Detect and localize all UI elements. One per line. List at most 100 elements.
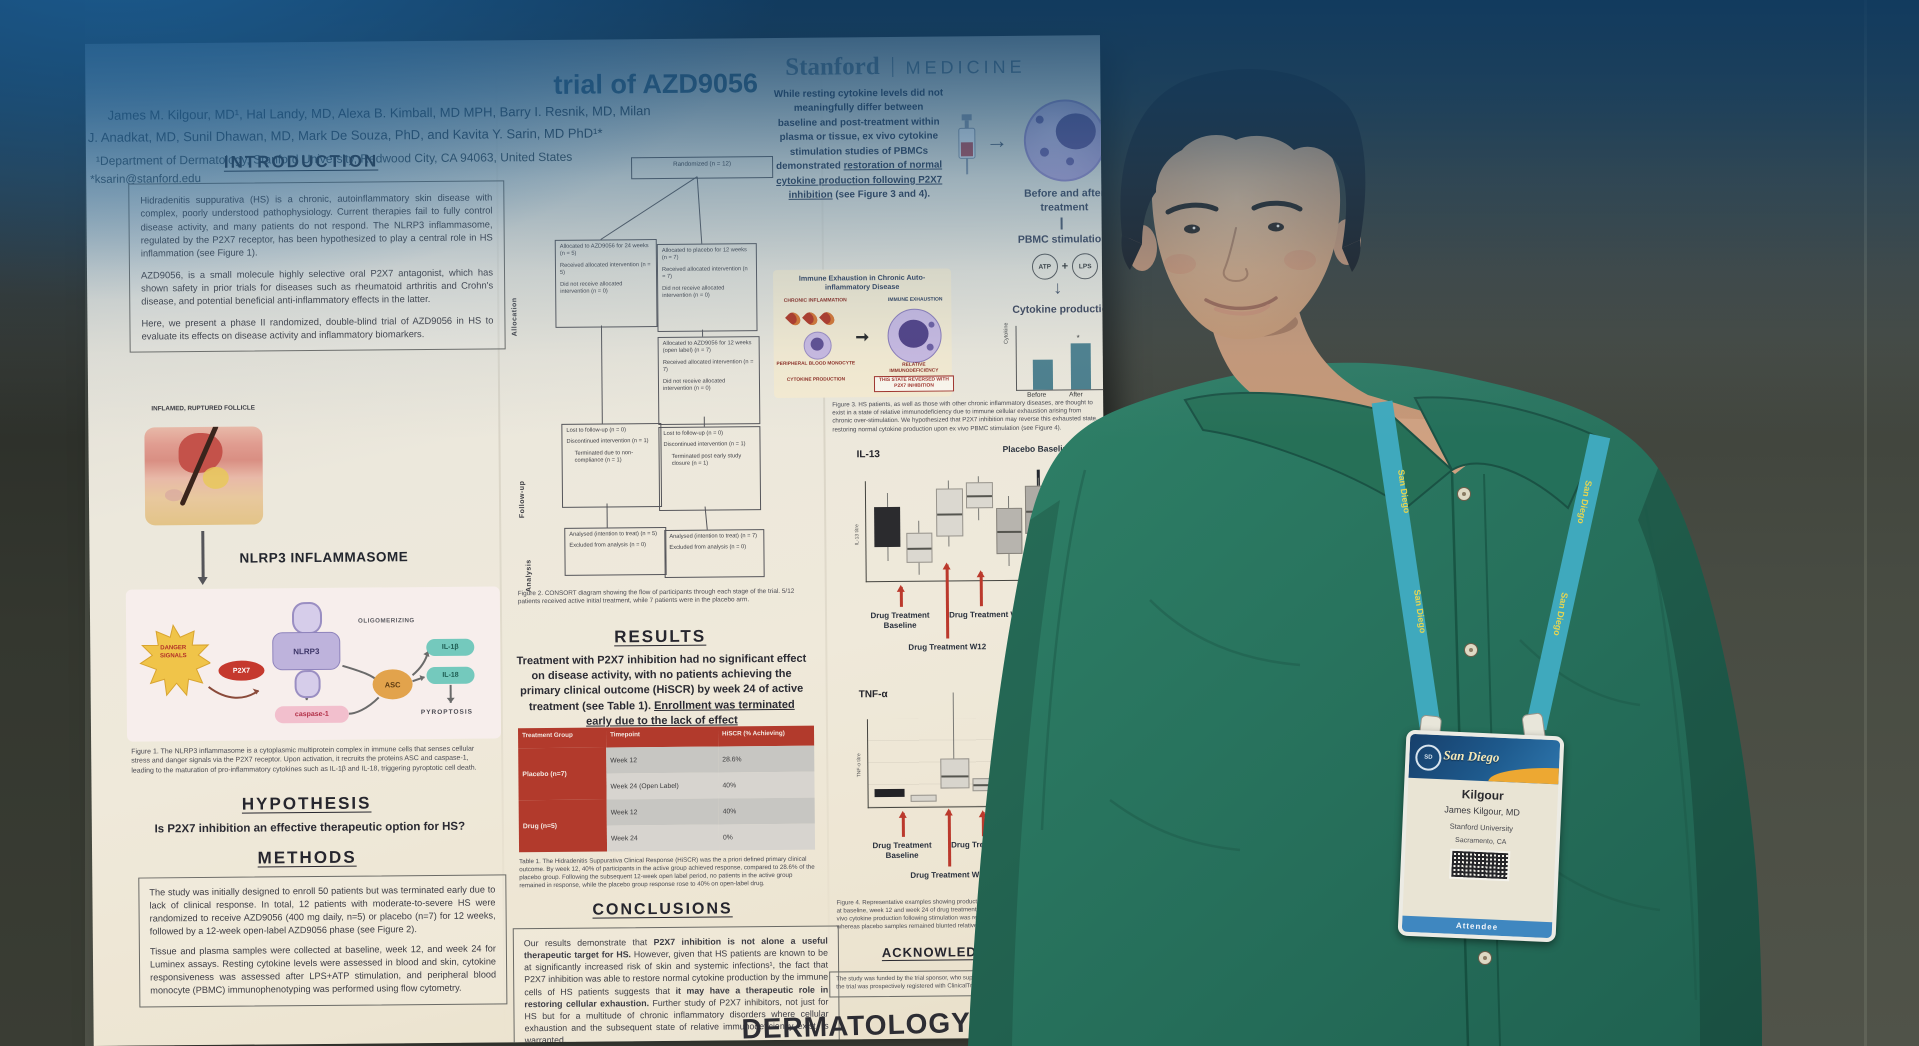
conference-badge: SD San Diego Kilgour James Kilgour, MD S… (1397, 729, 1565, 943)
tnf-title: TNF-α (858, 689, 888, 701)
il13-ylabel: IL-13 titre (854, 524, 861, 546)
table-group-placebo: Placebo (n=7) (518, 747, 607, 801)
consort-allocation-label: Allocation (511, 297, 519, 337)
eye (1268, 222, 1284, 232)
figure1-caption: Figure 1. The NLRP3 inflammasome is a cy… (131, 745, 477, 775)
consort-followup-placebo: Lost to follow-up (n = 0) Discontinued i… (658, 426, 762, 512)
receptor-coil-bottom (294, 669, 321, 699)
qr-code (1449, 848, 1511, 882)
consort-randomized: Randomized (n = 12) (631, 156, 774, 180)
methods-heading: METHODS (257, 847, 357, 868)
logo-divider (892, 56, 894, 77)
monocyte-nucleus (810, 337, 824, 351)
il1b-node: IL-1β (426, 638, 475, 657)
badge-city: San Diego (1443, 747, 1500, 765)
consort-line: Lost to follow-up (n = 0) (566, 427, 627, 434)
methods-text: The study was initially designed to enro… (138, 874, 508, 1008)
intro-p3: Here, we present a phase II randomized, … (141, 314, 494, 342)
figure2-caption: Figure 2. CONSORT diagram showing the fl… (517, 587, 795, 606)
consort-line: Excluded from analysis (n = 0) (569, 542, 647, 550)
hypothesis-question: Is P2X7 inhibition an effective therapeu… (154, 820, 466, 836)
results-table: Treatment Group Timepoint HiSCR (% Achie… (517, 725, 816, 853)
consort-alloc-drug: Allocated to AZD9056 for 24 weeks (n = 5… (554, 239, 658, 328)
hypothesis-heading: HYPOTHESIS (241, 793, 372, 814)
consort-followup-drug: Lost to follow-up (n = 0) Discontinued i… (561, 422, 663, 508)
table1-caption: Table 1. The Hidradenitis Suppurativa Cl… (519, 855, 815, 890)
consort-followup-label: Follow-up (518, 480, 527, 519)
consort-line: Analysed (intention to treat) (n = 5) (569, 531, 658, 538)
follicle-label: INFLAMED, RUPTURED FOLLICLE (151, 404, 255, 413)
consort-line: Discontinued intervention (n = 1) (663, 441, 746, 449)
il13-title: IL-13 (856, 449, 881, 461)
consort-line: Did not receive allocated intervention (… (662, 285, 725, 300)
nlrp3-node: NLRP3 (272, 631, 341, 671)
drug-baseline-label: Drug Treatment Baseline (870, 610, 930, 630)
consort-line: Excluded from analysis (n = 0) (669, 544, 747, 552)
flames-icon (785, 309, 837, 330)
immune-exhaustion-diagram: Immune Exhaustion in Chronic Auto-inflam… (772, 268, 955, 398)
table-cell: 0% (718, 823, 816, 851)
chronic-inflammation-label: CHRONIC INFLAMMATION (783, 297, 847, 304)
methods-p2: Tissue and plasma samples were collected… (149, 943, 497, 996)
exhausted-cell-icon (887, 308, 942, 364)
arrow-icon: ➞ (855, 329, 870, 347)
drug-baseline-label: Drug Treatment Baseline (872, 840, 932, 860)
tnf-ylabel: TNF-α titre (856, 753, 863, 778)
nlrp3-diagram: DANGER SIGNALS P2X7 NLRP3 OLIGOMERIZING … (125, 586, 502, 742)
key-finding: While resting cytokine levels did not me… (773, 87, 944, 204)
table-cell: Week 12 (606, 746, 719, 774)
drug-baseline-arrow (899, 586, 903, 607)
exhausted-nucleus (898, 319, 929, 348)
conclusions-part: Our results demonstrate that (523, 937, 654, 949)
table-header: Timepoint (605, 726, 719, 748)
consort-line: Received allocated intervention (n = 7) (662, 358, 754, 374)
monocyte-icon (803, 331, 832, 360)
consort-analysis-label: Analysis (525, 559, 533, 593)
conference-logo-icon: SD (1414, 744, 1442, 772)
consort-line: Terminated due to non-compliance (n = 1) (574, 450, 634, 464)
dermis-detail (164, 489, 183, 502)
immune-exhaustion-label: IMMUNE EXHAUSTION (888, 296, 943, 304)
key-finding-part: (see Figure 3 and 4). (832, 189, 931, 201)
consort-line: Allocated to AZD9056 for 24 weeks (n = 5… (559, 243, 649, 258)
consort-line: Received allocated intervention (n = 7) (661, 266, 748, 281)
il18-node: IL-18 (426, 666, 475, 685)
abscess (202, 466, 229, 489)
consort-line: Received allocated intervention (n = 5) (559, 261, 651, 277)
exhaustion-title: Immune Exhaustion in Chronic Auto-inflam… (798, 272, 926, 292)
intro-p1: Hidradenitis suppurativa (HS) is a chron… (140, 191, 493, 259)
results-heading: RESULTS (614, 626, 707, 647)
consort-line: Did not receive allocated intervention (… (662, 378, 726, 393)
nlrp3-heading: NLRP3 INFLAMMASOME (239, 549, 409, 566)
eye (1184, 224, 1200, 234)
consort-line: Discontinued intervention (n = 1) (566, 438, 649, 446)
cell-granule (926, 343, 934, 351)
results-statement: Treatment with P2X7 inhibition had no si… (514, 652, 809, 730)
cytokine-production-small-label: CYTOKINE PRODUCTION (786, 377, 846, 383)
table-header: Treatment Group (517, 727, 607, 749)
consort-line: Allocated to AZD9056 for 12 weeks (open … (662, 340, 752, 355)
consort-analysis-drug: Analysed (intention to treat) (n = 5) Ex… (564, 526, 667, 576)
drug-baseline-arrow (901, 812, 905, 837)
introduction-text: Hidradenitis suppurativa (HS) is a chron… (128, 180, 506, 354)
danger-signals-label: DANGER SIGNALS (159, 645, 187, 660)
intro-p2: AZD9056, is a small molecule highly sele… (140, 266, 494, 307)
table-cell: Week 24 (Open Label) (606, 772, 719, 800)
wall-left-strip (0, 0, 85, 1046)
follicle-illustration (144, 426, 264, 526)
consort-alloc-placebo: Allocated to placebo for 12 weeks (n = 7… (656, 243, 758, 333)
badge-fullname: James Kilgour, MD (1444, 804, 1521, 818)
consort-line: Did not receive allocated intervention (… (560, 280, 623, 295)
badge-location: Sacramento, CA (1454, 836, 1507, 847)
monocyte-label: PERIPHERAL BLOOD MONOCYTE (776, 361, 856, 367)
receptor-coil-top (291, 601, 323, 635)
caspase1-node: caspase-1 (274, 705, 349, 724)
table-cell: Week 12 (606, 798, 719, 826)
consort-line: Allocated to placebo for 12 weeks (n = 7… (661, 247, 747, 262)
badge-header: SD San Diego (1408, 733, 1561, 785)
consort-line: Analysed (intention to treat) (n = 7) (669, 533, 758, 540)
consort-openlabel: Allocated to AZD9056 for 12 weeks (open … (657, 336, 761, 426)
cell-granule (928, 321, 935, 328)
oligomerizing-label: OLIGOMERIZING (358, 617, 415, 625)
